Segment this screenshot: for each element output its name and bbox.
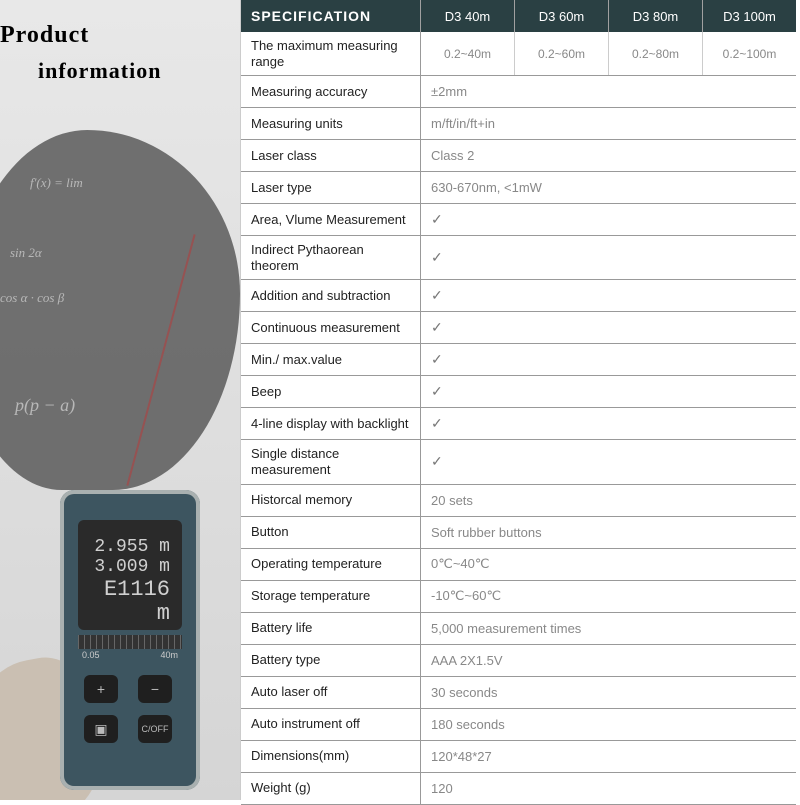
- header-col-4: D3 100m: [703, 0, 796, 32]
- device-button-minus: −: [138, 675, 172, 703]
- row-value: 20 sets: [421, 485, 796, 516]
- left-image-panel: Product information f'(x) = lim sin 2α c…: [0, 0, 240, 800]
- table-row: ButtonSoft rubber buttons: [241, 517, 796, 549]
- table-row: Single distance measurement✓: [241, 440, 796, 484]
- device-button-coff: C/OFF: [138, 715, 172, 743]
- row-label: Auto laser off: [241, 677, 421, 708]
- formula-2: sin 2α: [10, 245, 42, 261]
- row-value: 180 seconds: [421, 709, 796, 740]
- table-row: Measuring accuracy±2mm: [241, 76, 796, 108]
- table-row: Area, Vlume Measurement✓: [241, 204, 796, 236]
- spec-table: SPECIFICATION D3 40m D3 60m D3 80m D3 10…: [240, 0, 796, 800]
- table-row: Measuring unitsm/ft/in/ft+in: [241, 108, 796, 140]
- formula-4: p(p − a): [15, 395, 75, 416]
- row-label: Addition and subtraction: [241, 280, 421, 311]
- formula-1: f'(x) = lim: [30, 175, 83, 191]
- header-spec-label: SPECIFICATION: [241, 0, 421, 32]
- screen-line1: 2.955 m: [84, 538, 176, 558]
- table-row: 4-line display with backlight✓: [241, 408, 796, 440]
- table-row: Laser type630-670nm, <1mW: [241, 172, 796, 204]
- row-label: Weight (g): [241, 773, 421, 804]
- header-col-1: D3 40m: [421, 0, 515, 32]
- device-graphic: 2.955 m 3.009 m E1116 m 0.05 40m + − ▣ C…: [60, 490, 200, 790]
- table-row-range: The maximum measuring range 0.2~40m 0.2~…: [241, 32, 796, 76]
- row-label: Min./ max.value: [241, 344, 421, 375]
- row-value: AAA 2X1.5V: [421, 645, 796, 676]
- row-label: Continuous measurement: [241, 312, 421, 343]
- row-label: Storage temperature: [241, 581, 421, 612]
- table-row: Auto laser off30 seconds: [241, 677, 796, 709]
- table-row: Min./ max.value✓: [241, 344, 796, 376]
- row-value: ✓: [421, 408, 796, 439]
- row-label: Area, Vlume Measurement: [241, 204, 421, 235]
- table-row: Auto instrument off180 seconds: [241, 709, 796, 741]
- ruler-right: 40m: [160, 650, 178, 660]
- device-screen: 2.955 m 3.009 m E1116 m: [78, 520, 182, 630]
- row-value: ✓: [421, 280, 796, 311]
- device-button-mode: ▣: [84, 715, 118, 743]
- row-value: ✓: [421, 440, 796, 483]
- row-value: 0℃~40℃: [421, 549, 796, 580]
- row-label: Measuring accuracy: [241, 76, 421, 107]
- table-header-row: SPECIFICATION D3 40m D3 60m D3 80m D3 10…: [241, 0, 796, 32]
- row-label: Battery life: [241, 613, 421, 644]
- title-line1: Product: [0, 22, 89, 49]
- row-label: Button: [241, 517, 421, 548]
- title-line2: information: [38, 58, 161, 84]
- row-value: Soft rubber buttons: [421, 517, 796, 548]
- row-value: ✓: [421, 236, 796, 279]
- row-label: Auto instrument off: [241, 709, 421, 740]
- row-value: m/ft/in/ft+in: [421, 108, 796, 139]
- row-value: ±2mm: [421, 76, 796, 107]
- row-value: -10℃~60℃: [421, 581, 796, 612]
- screen-line2: 3.009 m: [84, 558, 176, 578]
- row-value: ✓: [421, 344, 796, 375]
- row-val-4: 0.2~100m: [703, 32, 796, 75]
- row-val-1: 0.2~40m: [421, 32, 515, 75]
- table-row: Battery typeAAA 2X1.5V: [241, 645, 796, 677]
- table-row: Operating temperature0℃~40℃: [241, 549, 796, 581]
- table-row: Battery life5,000 measurement times: [241, 613, 796, 645]
- row-label: Operating temperature: [241, 549, 421, 580]
- row-value: Class 2: [421, 140, 796, 171]
- row-label: Historcal memory: [241, 485, 421, 516]
- row-value: 120: [421, 773, 796, 804]
- header-col-2: D3 60m: [515, 0, 609, 32]
- table-row: Continuous measurement✓: [241, 312, 796, 344]
- row-value: 5,000 measurement times: [421, 613, 796, 644]
- row-label: Laser type: [241, 172, 421, 203]
- ruler-left: 0.05: [82, 650, 100, 660]
- row-label: Battery type: [241, 645, 421, 676]
- table-row: Laser classClass 2: [241, 140, 796, 172]
- table-row: Dimensions(mm)120*48*27: [241, 741, 796, 773]
- row-label: Single distance measurement: [241, 440, 421, 483]
- table-row: Storage temperature-10℃~60℃: [241, 581, 796, 613]
- device-button-plus: +: [84, 675, 118, 703]
- row-value: 30 seconds: [421, 677, 796, 708]
- row-label: Beep: [241, 376, 421, 407]
- table-row: Addition and subtraction✓: [241, 280, 796, 312]
- formula-3: cos α · cos β: [0, 290, 64, 306]
- row-label: Laser class: [241, 140, 421, 171]
- row-label: The maximum measuring range: [241, 32, 421, 75]
- row-value: ✓: [421, 376, 796, 407]
- row-val-3: 0.2~80m: [609, 32, 703, 75]
- table-row: Historcal memory20 sets: [241, 485, 796, 517]
- row-val-2: 0.2~60m: [515, 32, 609, 75]
- screen-line3: E1116 m: [84, 578, 176, 626]
- row-label: Indirect Pythaorean theorem: [241, 236, 421, 279]
- row-label: 4-line display with backlight: [241, 408, 421, 439]
- row-value: 630-670nm, <1mW: [421, 172, 796, 203]
- row-value: ✓: [421, 312, 796, 343]
- row-value: 120*48*27: [421, 741, 796, 772]
- table-row: Indirect Pythaorean theorem✓: [241, 236, 796, 280]
- header-col-3: D3 80m: [609, 0, 703, 32]
- row-label: Measuring units: [241, 108, 421, 139]
- row-label: Dimensions(mm): [241, 741, 421, 772]
- device-ruler: [78, 635, 182, 649]
- table-row: Beep✓: [241, 376, 796, 408]
- row-value: ✓: [421, 204, 796, 235]
